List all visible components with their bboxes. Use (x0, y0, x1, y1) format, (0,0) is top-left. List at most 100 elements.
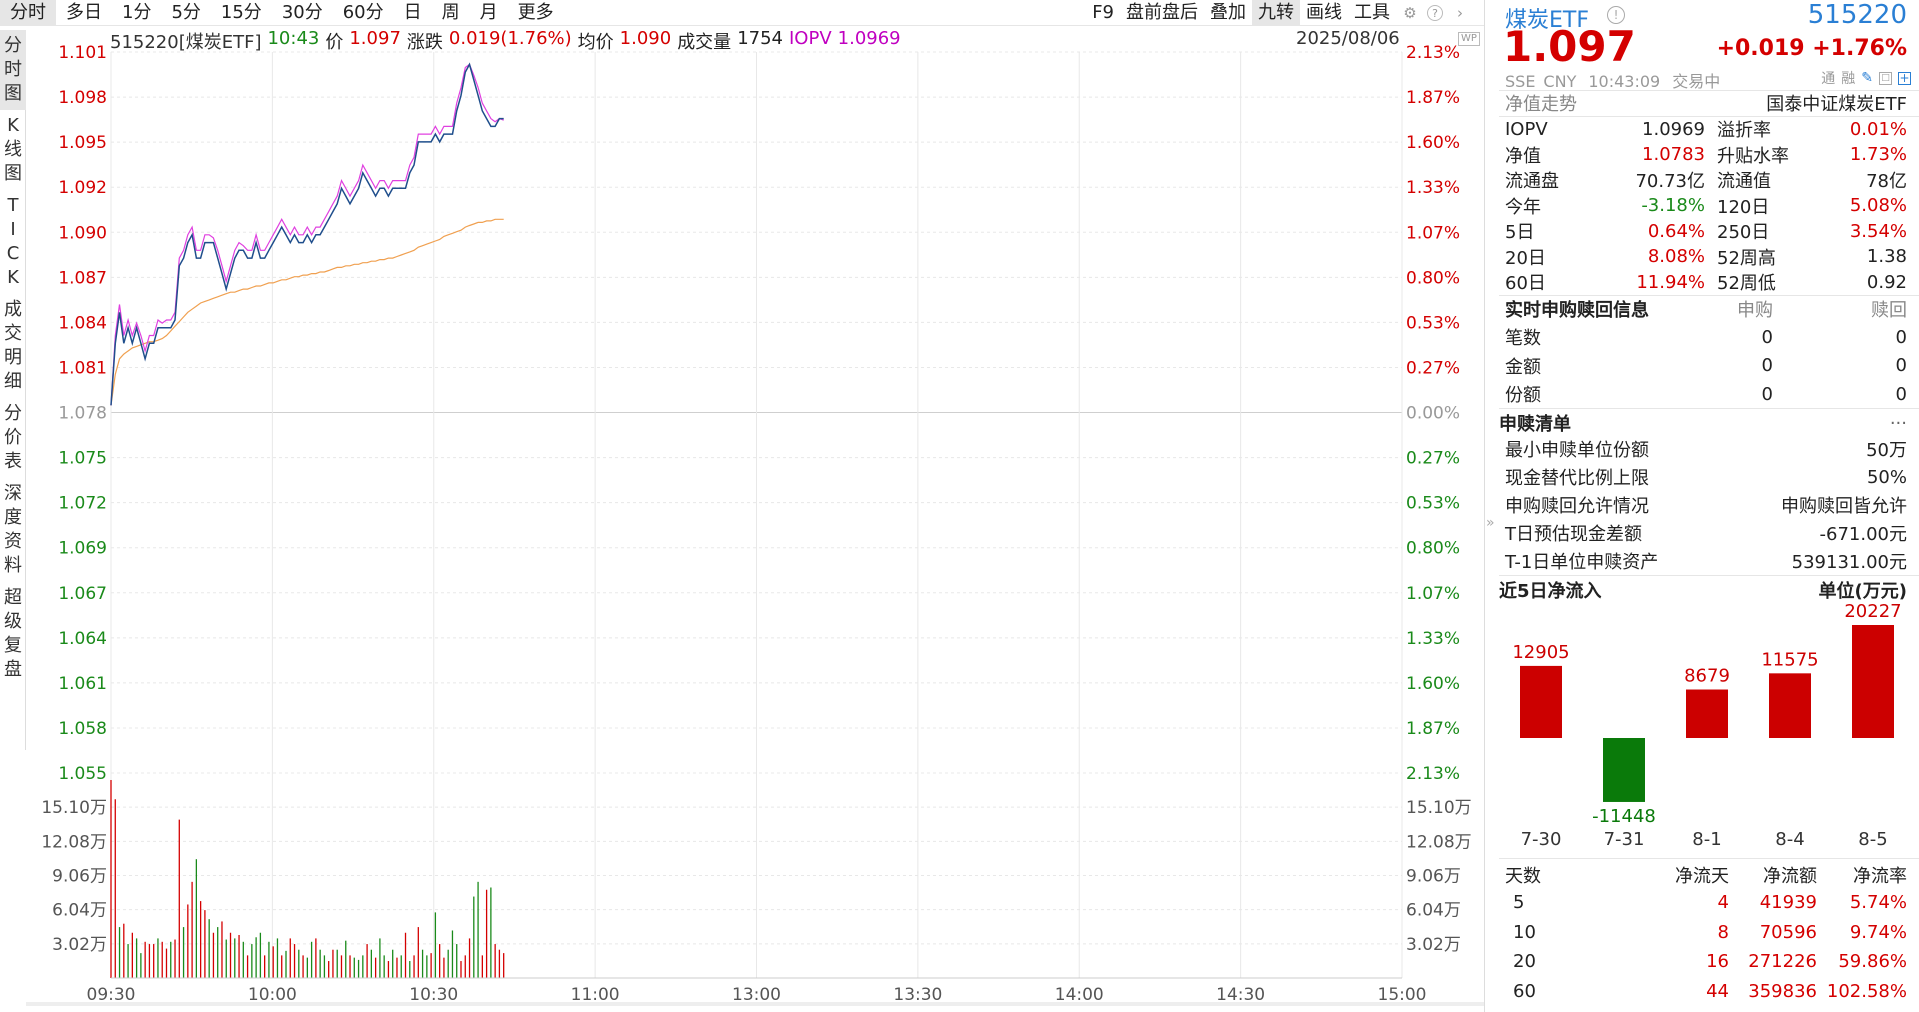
code-name: 515220[煤炭ETF] (110, 32, 262, 53)
intraday-chart[interactable]: 1.101 1.098 1.095 1.092 1.090 1.087 1.084 1.081… (26, 26, 1484, 1006)
chart-date: 2025/08/06 (1296, 28, 1400, 49)
info-circle-icon[interactable]: ! (1607, 6, 1625, 24)
timeframe-9[interactable]: 月 (479, 1, 498, 23)
vol-tick-right-4: 3.02万 (1406, 935, 1461, 955)
collapse-panel-icon[interactable]: » (1486, 515, 1495, 531)
subscribe-row: 份额 0 0 (1505, 381, 1907, 407)
nav-trend-row[interactable]: 净值走势 国泰中证煤炭ETF (1505, 90, 1907, 116)
inflow-bar-8-1 (1686, 689, 1728, 738)
inflow-table-cell: 59.86% (1838, 951, 1907, 972)
stat-row: 5日 0.64% 250日 3.54% (1505, 218, 1907, 244)
add-icon[interactable]: + (1898, 70, 1911, 85)
pct-tick-2: 1.60% (1406, 133, 1460, 153)
pct-tick-11: 0.80% (1406, 539, 1460, 559)
price-tick-3: 1.092 (58, 178, 107, 198)
inflow-value-label: 20227 (1844, 601, 1901, 622)
more-icon[interactable]: ··· (1889, 412, 1907, 434)
wp-badge[interactable]: WP (1458, 32, 1480, 46)
subscribe-value: 0 (1761, 326, 1773, 348)
toolbar-item-3[interactable]: 九转 (1252, 0, 1300, 26)
vol-tick-right-0: 15.10万 (1406, 798, 1472, 818)
price-tick-8: 1.078 (58, 404, 107, 424)
toolbar-item-0[interactable]: F9 (1092, 2, 1114, 23)
timeframe-4[interactable]: 15分 (220, 1, 262, 23)
divider (1499, 116, 1919, 117)
vol-tick-left-0: 15.10万 (41, 798, 107, 818)
stat-label: 52周低 (1717, 273, 1776, 294)
stat-value: 3.54% (1849, 220, 1907, 242)
panel-change: +0.019 +1.76% (1716, 36, 1907, 61)
inflow-table-row: 5 4 41939 5.74% (1485, 892, 1907, 918)
stat-value: 5.08% (1849, 195, 1907, 216)
subscribe-header: 实时申购赎回信息 申购 赎回 (1505, 296, 1907, 322)
subscribe-label: 金额 (1505, 356, 1541, 378)
toolbar-item-5[interactable]: 工具 (1354, 2, 1390, 23)
stat-label: 溢折率 (1717, 120, 1771, 141)
inflow-table-cell: 44 (1706, 980, 1729, 1002)
vol-tick-right-3: 6.04万 (1406, 901, 1461, 921)
stat-label: 5日 (1505, 222, 1535, 243)
avg-label: 均价 (577, 32, 614, 53)
stat-value: -3.18% (1641, 195, 1705, 216)
inflow-table-header: 天数 净流天 净流额 净流率 (1485, 862, 1907, 888)
inflow-table-row: 20 16 271226 59.86% (1485, 951, 1907, 977)
tag-0: 通 (1821, 71, 1836, 87)
view-tab-0[interactable]: 分时图 (0, 30, 26, 110)
quote-info-line: 515220[煤炭ETF] 10:43 价 1.097 涨跌 0.019(1.7… (110, 28, 907, 54)
bell-icon[interactable]: □ (1879, 71, 1892, 85)
chevron-right-icon[interactable]: › (1457, 4, 1463, 22)
timeframe-10[interactable]: 更多 (517, 1, 554, 23)
view-tab-5[interactable]: 深度资料 (4, 483, 22, 576)
pct-tick-6: 0.53% (1406, 313, 1460, 333)
toolbar-item-2[interactable]: 叠加 (1210, 2, 1246, 23)
stat-label: IOPV (1505, 118, 1548, 140)
timeframe-5[interactable]: 30分 (281, 1, 323, 23)
view-tab-6[interactable]: 超级复盘 (4, 587, 22, 680)
view-tab-3[interactable]: 成交明细 (4, 299, 22, 392)
toolbar-item-1[interactable]: 盘前盘后 (1126, 2, 1198, 23)
timeframe-7[interactable]: 日 (403, 1, 422, 23)
quote-meta: SSE CNY 10:43:09 交易中 (1505, 68, 1720, 92)
inflow-bar-7-30 (1520, 665, 1562, 738)
edit-icon[interactable]: ✎ (1861, 70, 1873, 86)
timeframe-1[interactable]: 多日 (66, 1, 102, 23)
stat-row: 净值 1.0783 升贴水率 1.73% (1505, 142, 1907, 168)
creation-label: T日预估现金差额 (1505, 524, 1642, 545)
currency: CNY (1543, 72, 1577, 91)
inflow-table-row: 60 44 359836 102.58% (1485, 981, 1907, 1007)
creation-row: T-1日单位申赎资产 539131.00元 (1505, 548, 1907, 574)
pct-tick-7: 0.27% (1406, 358, 1460, 378)
timeframe-3[interactable]: 5分 (171, 1, 201, 23)
time-tick-2: 10:30 (409, 985, 458, 1005)
timeframe-0[interactable]: 分时 (0, 0, 56, 26)
subscribe-value: 0 (1761, 383, 1773, 405)
help-icon[interactable]: ? (1427, 5, 1443, 21)
stat-label: 250日 (1717, 222, 1770, 243)
intraday-chart-svg[interactable]: 1.101 1.098 1.095 1.092 1.090 1.087 1.084 1.081… (26, 26, 1484, 1006)
info-change: 0.019(1.76%) (448, 28, 572, 49)
inflow-value-label: -11448 (1592, 806, 1656, 827)
price-tick-15: 1.058 (58, 719, 107, 739)
stat-value: 1.73% (1849, 144, 1907, 165)
vol-tick-left-4: 3.02万 (52, 935, 107, 955)
creation-value: 50% (1866, 466, 1907, 488)
toolbar-item-4[interactable]: 画线 (1306, 2, 1342, 23)
nav-trend-label: 净值走势 (1505, 94, 1577, 115)
creation-label: 申购赎回允许情况 (1505, 496, 1649, 517)
creation-label: 最小申赎单位份额 (1505, 440, 1649, 461)
timeframe-2[interactable]: 1分 (122, 1, 152, 23)
stat-value: 1.0969 (1642, 118, 1705, 140)
pct-tick-15: 1.87% (1406, 719, 1460, 739)
divider (1499, 90, 1919, 91)
settings-icon[interactable]: ⚙ (1403, 4, 1417, 22)
price-tick-6: 1.084 (58, 313, 107, 333)
timeframe-8[interactable]: 周 (441, 1, 460, 23)
subscribe-col-sub: 申购 (1737, 300, 1773, 321)
timeframe-6[interactable]: 60分 (342, 1, 384, 23)
timeframe-toolbar: 分时 多日 1分 5分 15分 30分 60分日周月更多 F9 盘前盘后 叠加 九转 画线 工具 ⚙? › (0, 0, 1484, 26)
view-tab-4[interactable]: 分价表 (4, 403, 22, 472)
chart-scrollbar[interactable] (26, 1002, 1484, 1006)
redeem-value: 0 (1895, 383, 1907, 405)
